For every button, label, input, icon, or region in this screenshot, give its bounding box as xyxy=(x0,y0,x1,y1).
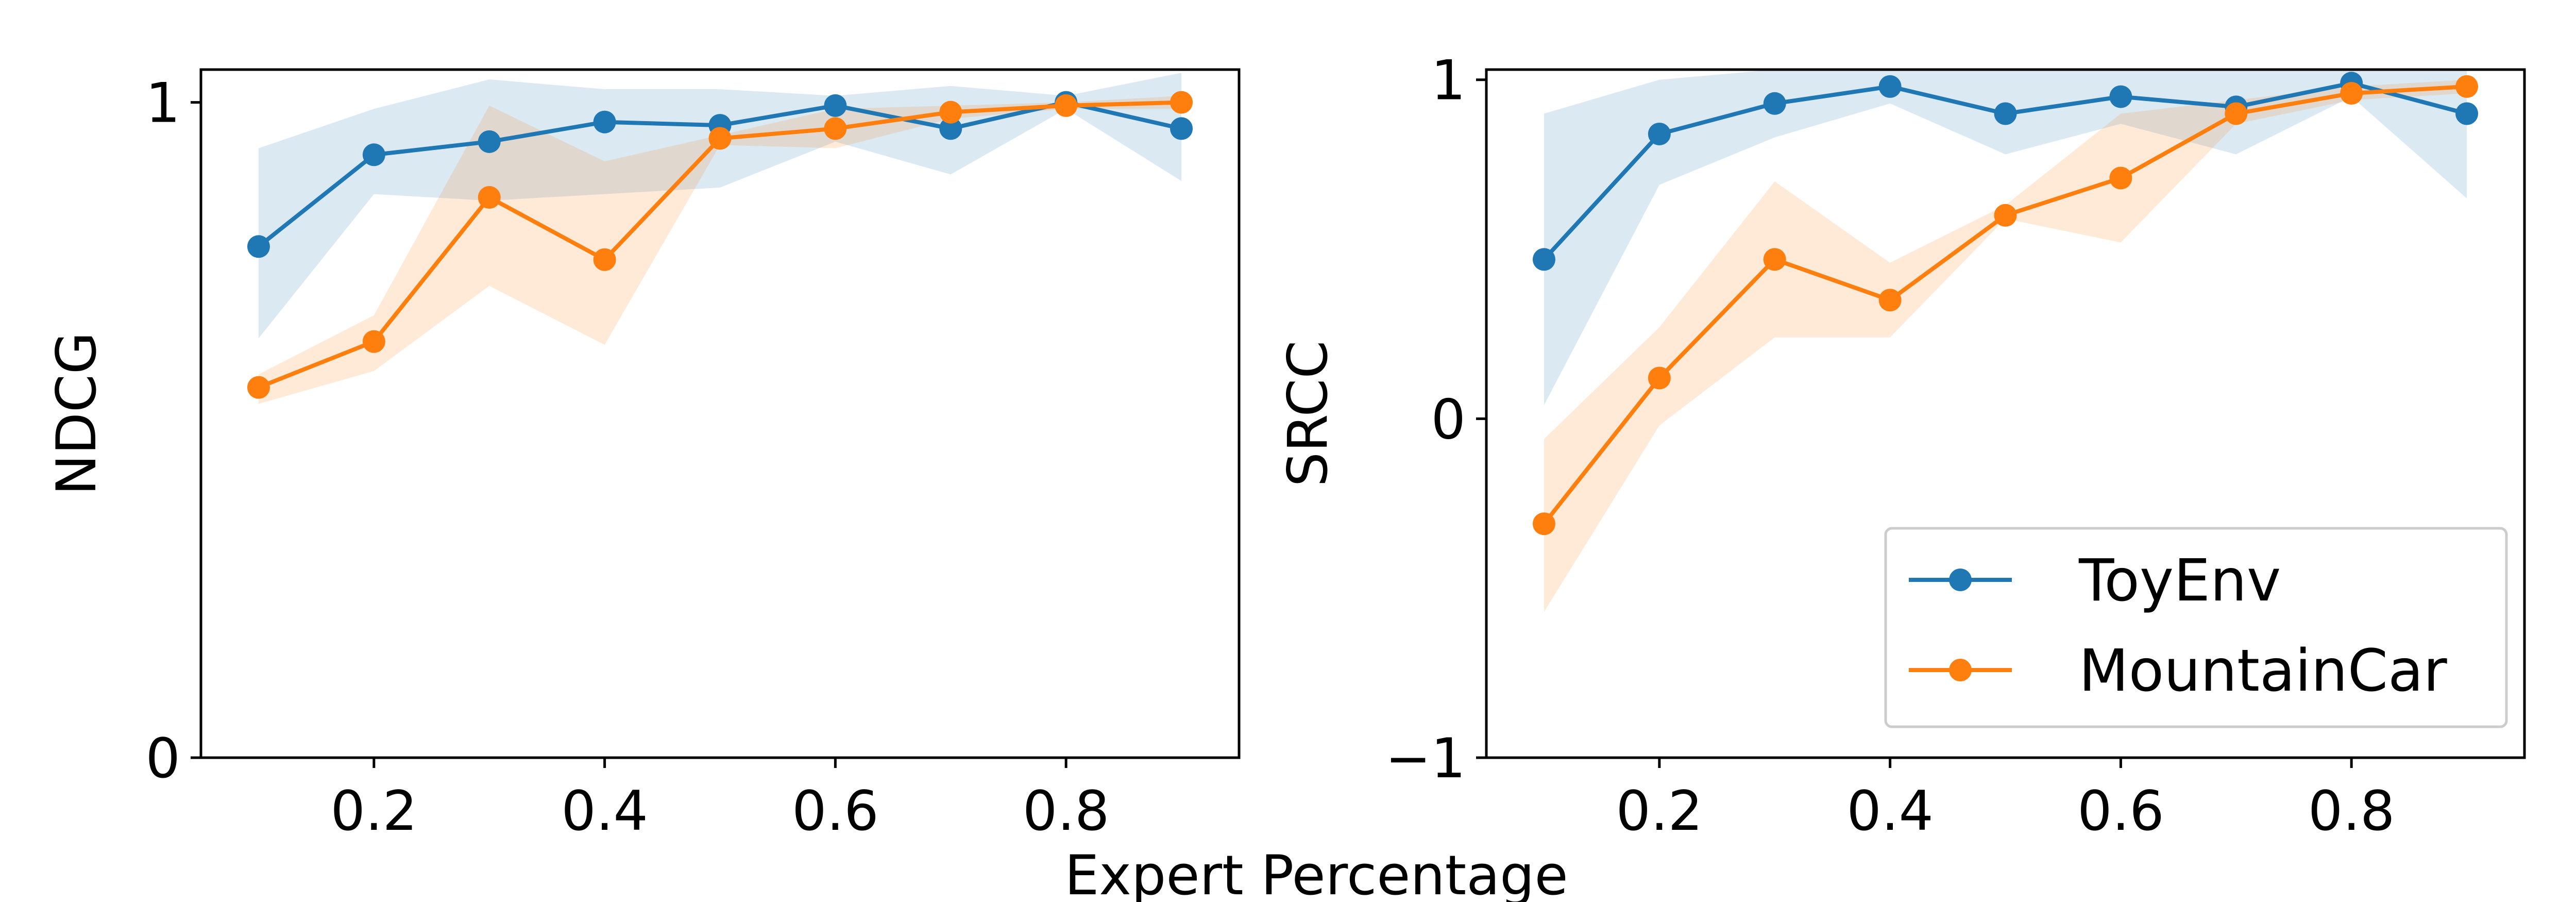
data-point-toyenv xyxy=(1170,117,1193,140)
data-point-mountaincar xyxy=(1648,366,1671,390)
legend: ToyEnv MountainCar xyxy=(1884,527,2508,728)
band-toyenv xyxy=(1544,70,2467,406)
band-mountaincar xyxy=(258,95,1182,404)
data-point-toyenv xyxy=(362,143,385,166)
legend-marker-mountaincar xyxy=(1949,659,1972,681)
x-tick-label: 0.8 xyxy=(1023,779,1110,843)
x-tick-label: 0.8 xyxy=(2308,779,2395,843)
shared-x-axis-label: Expert Percentage xyxy=(1064,844,1568,902)
data-point-mountaincar xyxy=(1532,512,1555,536)
srcc-panel: 0.2 0.4 0.6 0.8 −1 0 1 SRCC ToyEnv MountainCar xyxy=(1276,49,2526,843)
data-point-mountaincar xyxy=(1763,248,1786,271)
data-point-mountaincar xyxy=(824,117,847,140)
data-point-mountaincar xyxy=(1878,289,1902,312)
x-tick-label: 0.4 xyxy=(561,779,648,843)
y-tick-label: 1 xyxy=(146,72,180,135)
x-tick-label: 0.2 xyxy=(1616,779,1703,843)
band-mountaincar xyxy=(1544,79,2467,612)
legend-label-toyenv: ToyEnv xyxy=(2078,547,2281,614)
data-point-mountaincar xyxy=(1994,204,2017,227)
data-point-mountaincar xyxy=(2340,82,2363,105)
data-point-toyenv xyxy=(2109,85,2132,108)
x-tick-label: 0.4 xyxy=(1846,779,1934,843)
data-point-toyenv xyxy=(478,130,501,153)
data-point-mountaincar xyxy=(247,376,270,399)
data-point-toyenv xyxy=(939,117,962,140)
axes-frame xyxy=(1485,68,2526,759)
y-tick-label: 0 xyxy=(1431,388,1466,451)
data-point-mountaincar xyxy=(478,186,501,209)
data-point-toyenv xyxy=(1763,92,1786,115)
data-point-mountaincar xyxy=(1170,91,1193,114)
data-point-mountaincar xyxy=(1055,94,1078,117)
data-point-toyenv xyxy=(1532,248,1555,271)
data-point-mountaincar xyxy=(362,330,385,353)
data-point-toyenv xyxy=(593,110,616,133)
axes-frame xyxy=(199,68,1241,759)
x-tick-label: 0.6 xyxy=(2077,779,2164,843)
data-point-mountaincar xyxy=(593,248,616,271)
data-point-mountaincar xyxy=(939,101,962,124)
legend-label-mountaincar: MountainCar xyxy=(2079,638,2448,705)
y-axis-label: NDCG xyxy=(45,332,108,495)
y-tick-label: −1 xyxy=(1385,727,1466,790)
legend-box xyxy=(1884,527,2508,728)
data-point-toyenv xyxy=(247,235,270,258)
x-tick-label: 0.6 xyxy=(792,779,879,843)
data-point-mountaincar xyxy=(2109,166,2132,190)
x-tick-label: 0.2 xyxy=(331,779,418,843)
y-axis-label: SRCC xyxy=(1276,341,1340,487)
data-point-toyenv xyxy=(1994,102,2017,125)
data-point-toyenv xyxy=(1878,75,1902,98)
data-point-toyenv xyxy=(2455,102,2479,125)
data-point-mountaincar xyxy=(2225,102,2248,125)
ndcg-panel: 0.2 0.4 0.6 0.8 0 1 NDCG xyxy=(45,68,1241,843)
data-point-toyenv xyxy=(824,94,847,117)
data-point-toyenv xyxy=(1648,122,1671,145)
legend-marker-toyenv xyxy=(1949,569,1972,591)
data-point-mountaincar xyxy=(708,127,732,150)
data-point-mountaincar xyxy=(2455,75,2479,98)
y-tick-label: 0 xyxy=(146,727,180,790)
y-tick-label: 1 xyxy=(1431,49,1466,112)
